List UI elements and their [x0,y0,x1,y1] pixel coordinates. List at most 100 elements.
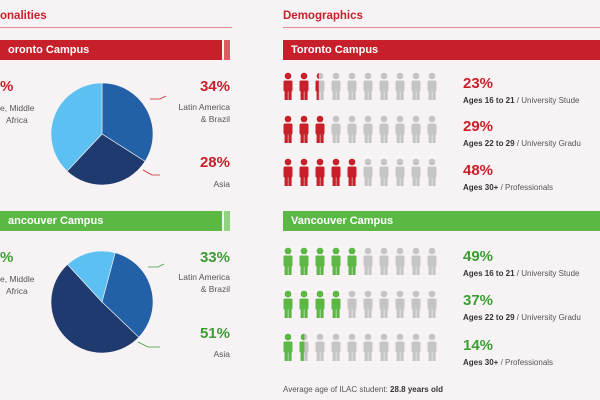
person-icon [315,333,325,361]
person-icon [299,158,309,186]
pie-slice [66,133,146,186]
toronto-pie-chart [50,82,154,186]
vancouver-left-pct: % [0,249,14,266]
person-icon [427,290,437,318]
vancouver-left-label-1: e, Middle [0,274,35,284]
person-icon [347,115,357,143]
pie-slice [50,264,140,354]
toronto-row-3-desc: Ages 30+ / Professionals [463,183,554,192]
vancouver-row-3-pct: 14% [463,337,494,354]
person-icon [283,72,293,100]
person-icon [347,333,357,361]
people-row-filled [283,333,305,361]
demographics-underline [283,27,600,28]
people-row-filled [283,72,319,100]
person-icon [299,333,305,361]
person-icon [299,290,309,318]
person-icon [395,333,405,361]
person-icon [363,158,373,186]
person-icon [395,72,405,100]
people-row-filled [283,158,357,186]
toronto-latam-label-1: Latin America [178,102,231,112]
person-icon [331,333,341,361]
toronto-row-3-pct: 48% [463,162,494,179]
person-icon [331,72,341,100]
person-icon [347,158,357,186]
toronto-asia-pct: 28% [199,154,230,171]
vancouver-people-icons [283,247,437,361]
average-age-footer: Average age of ILAC student: 28.8 years … [283,385,443,394]
vancouver-asia-pct: 51% [199,325,230,342]
person-icon [411,247,421,275]
people-row-gray [283,333,437,361]
vancouver-nationalities-banner: ancouver Campus [0,211,222,231]
person-icon [315,115,325,143]
person-icon [283,290,293,318]
pie-slice [67,250,116,303]
person-icon [283,115,293,143]
person-icon [315,290,325,318]
pie-slice [50,82,103,172]
person-icon [363,115,373,143]
toronto-left-label-2: Africa [6,115,28,125]
person-icon [315,158,325,186]
person-icon [363,333,373,361]
person-icon [315,72,319,100]
person-icon [331,158,341,186]
toronto-demographics-banner: Toronto Campus [283,40,600,60]
person-icon [299,247,309,275]
person-icon [395,290,405,318]
person-icon [395,158,405,186]
person-icon [283,158,293,186]
people-row-filled [283,115,325,143]
person-icon [347,247,357,275]
vancouver-row-1-desc: Ages 16 to 21 / University Stude [463,269,580,278]
banner-tail [224,40,230,60]
person-icon [411,333,421,361]
person-icon [331,247,341,275]
person-icon [379,72,389,100]
person-icon [283,247,293,275]
person-icon [283,333,293,361]
person-icon [411,72,421,100]
toronto-nationalities-banner: oronto Campus [0,40,222,60]
person-icon [395,247,405,275]
person-icon [427,72,437,100]
toronto-row-2-desc: Ages 22 to 29 / University Gradu [463,139,581,148]
person-icon [427,247,437,275]
person-icon [379,158,389,186]
person-icon [395,115,405,143]
person-icon [379,115,389,143]
vancouver-asia-label: Asia [213,349,230,359]
vancouver-latam-label-2: & Brazil [200,284,230,294]
person-icon [363,290,373,318]
vancouver-latam-label-1: Latin America [178,272,231,282]
toronto-left-label-1: e, Middle [0,103,35,113]
person-icon [299,115,309,143]
person-icon [379,333,389,361]
toronto-row-1-pct: 23% [463,75,494,92]
vancouver-row-2-pct: 37% [463,292,494,309]
person-icon [411,115,421,143]
person-icon [299,72,309,100]
vancouver-row-3-desc: Ages 30+ / Professionals [463,358,554,367]
people-row-filled [283,247,357,275]
banner-tail [224,211,230,231]
vancouver-pie-chart [50,250,154,354]
people-row-filled [283,290,341,318]
vancouver-left-label-2: Africa [6,286,28,296]
person-icon [411,158,421,186]
person-icon [363,247,373,275]
vancouver-row-1-pct: 49% [463,248,494,265]
toronto-latam-pct: 34% [199,78,230,95]
person-icon [427,115,437,143]
vancouver-latam-pct: 33% [199,249,230,266]
person-icon [379,290,389,318]
person-icon [411,290,421,318]
nationalities-title: onalities [0,10,47,22]
person-icon [315,247,325,275]
demographics-title: Demographics [283,10,363,22]
person-icon [363,72,373,100]
